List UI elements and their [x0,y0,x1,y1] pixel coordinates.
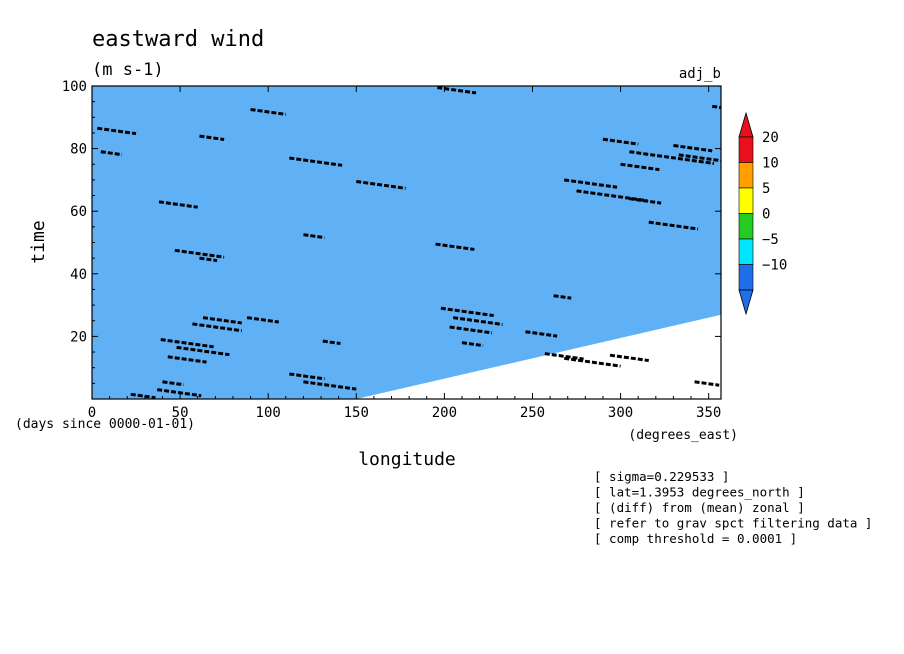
contour-segment [544,352,584,361]
contour-segment [246,316,279,324]
x-tick-label: 0 [88,405,96,421]
contour-segment [250,107,287,116]
contour-segment [553,294,572,300]
colorbar-swatch [738,238,754,265]
x-tick-label: 50 [172,405,189,421]
colorbar: 20 10 5 0 −5 −10 [738,111,787,316]
contour-segment [609,353,649,363]
contour-segment [711,104,721,110]
heatmap-field [92,86,721,399]
contour-segment [629,150,715,165]
contour-segment [694,380,720,387]
contour-segment [449,325,493,335]
contour-segment [100,150,123,157]
annotation-line: [ (diff) from (mean) zonal ] [594,500,805,515]
colorbar-label: 10 [762,156,779,172]
contour-segment [158,200,198,209]
x-units-label: (degrees_east) [628,428,738,443]
colorbar-label: 0 [762,207,770,223]
x-tick-label: 250 [520,405,545,421]
annotation-line: [ lat=1.3953 degrees_north ] [594,485,805,500]
y-axis: 20 40 60 80 100 [62,79,721,384]
contour-segment [576,189,648,203]
colorbar-top-arrow [738,111,754,138]
y-tick-label: 100 [62,79,87,95]
contour-segment [303,233,325,240]
annotation-line: [ sigma=0.229533 ] [594,469,729,484]
contour-segment [289,156,343,167]
annotation-line: [ refer to grav spct filtering data ] [594,516,872,531]
contour-segment [440,306,494,318]
contour-segment [289,372,325,381]
contour-segment [192,322,242,333]
contour-segment [156,388,202,398]
colorbar-label: −10 [762,258,787,274]
contour-lines [97,86,721,399]
contour-segment [130,392,156,399]
run-label: adj_b [679,66,721,82]
contour-segment [525,330,558,338]
contour-segment [678,153,721,163]
contour-segment [648,220,699,231]
contour-segment [461,341,484,348]
contour-segment [563,178,618,189]
contour-segment [602,137,639,146]
chart-units: (m s-1) [92,60,164,80]
contour-segment [303,380,357,391]
contour-segment [356,179,406,190]
colorbar-bottom-arrow [738,289,754,316]
contour-segment [563,356,621,368]
contour-segment [199,134,225,141]
x-axis: 0 50 100 150 200 250 300 350 [88,86,721,421]
colorbar-label: 20 [762,130,779,146]
x-tick-label: 100 [256,405,281,421]
colorbar-label: −5 [762,232,779,248]
chart-title: eastward wind [92,27,264,52]
contour-segment [174,248,225,259]
y-tick-label: 20 [70,329,87,345]
colorbar-swatch [738,187,754,214]
x-tick-label: 200 [432,405,457,421]
contour-segment [437,86,477,95]
y-axis-title: time [28,220,49,263]
colorbar-swatch [738,136,754,163]
contour-segment [97,126,137,136]
y-units-label: (days since 0000-01-01) [15,417,195,432]
contour-segment [162,380,184,387]
contour-segment [160,338,214,349]
contour-segment [202,316,242,325]
x-tick-label: 150 [344,405,369,421]
annotation-line: [ comp threshold = 0.0001 ] [594,531,797,546]
colorbar-swatch [738,213,754,240]
x-tick-label: 300 [608,405,633,421]
colorbar-swatch [738,264,754,291]
contour-segment [176,345,230,357]
contour-segment [322,339,341,346]
contour-segment [452,316,503,326]
x-tick-label: 350 [696,405,721,421]
colorbar-swatch [738,162,754,189]
contour-segment [435,242,475,251]
y-tick-label: 40 [70,267,87,283]
y-tick-label: 60 [70,204,87,220]
contour-segment [620,162,660,172]
contour-segment [629,197,662,205]
annotation-block: [ sigma=0.229533 ][ lat=1.3953 degrees_n… [594,469,872,546]
contour-segment [673,143,713,153]
colorbar-label: 5 [762,181,770,197]
contour-segment [167,355,207,364]
contour-segment [199,256,218,263]
y-tick-label: 80 [70,142,87,158]
x-axis-title: longitude [358,449,456,470]
